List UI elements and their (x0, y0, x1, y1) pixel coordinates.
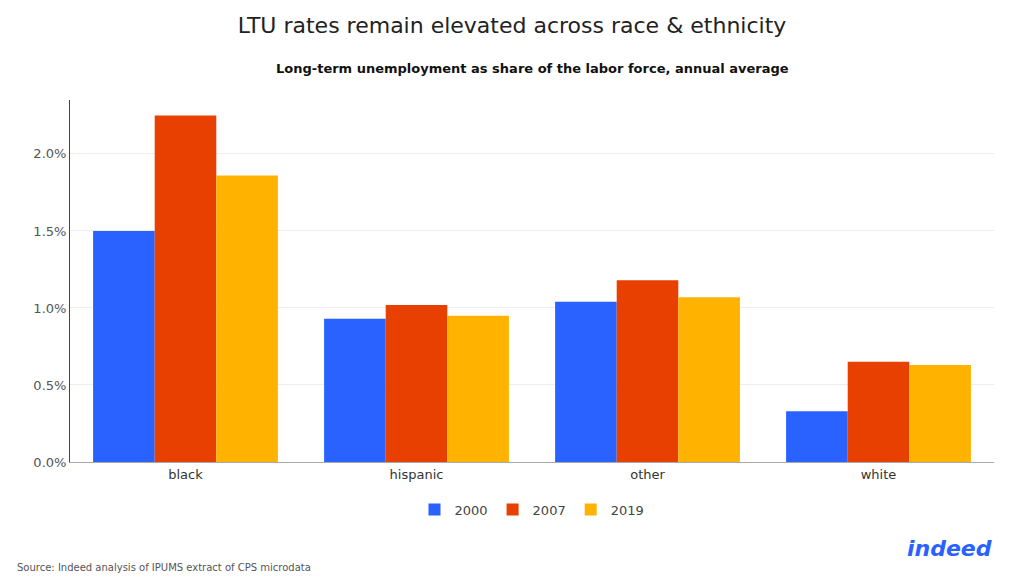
svg-text:white: white (861, 467, 897, 482)
svg-text:Source: Indeed analysis of IPU: Source: Indeed analysis of IPUMS extract… (17, 562, 311, 573)
svg-text:2.0%: 2.0% (33, 146, 66, 161)
svg-text:0.0%: 0.0% (33, 455, 66, 470)
svg-text:2007: 2007 (533, 503, 566, 518)
svg-text:1.0%: 1.0% (33, 301, 66, 316)
svg-text:other: other (630, 467, 665, 482)
svg-text:LTU rates remain elevated acro: LTU rates remain elevated across race & … (238, 13, 787, 38)
svg-text:2000: 2000 (455, 503, 488, 518)
svg-text:Long-term unemployment as shar: Long-term unemployment as share of the l… (276, 61, 789, 76)
svg-text:hispanic: hispanic (390, 467, 444, 482)
svg-text:black: black (168, 467, 203, 482)
svg-text:indeed: indeed (907, 536, 992, 561)
svg-text:1.5%: 1.5% (33, 223, 66, 238)
svg-text:0.5%: 0.5% (33, 378, 66, 393)
svg-text:2019: 2019 (611, 503, 644, 518)
